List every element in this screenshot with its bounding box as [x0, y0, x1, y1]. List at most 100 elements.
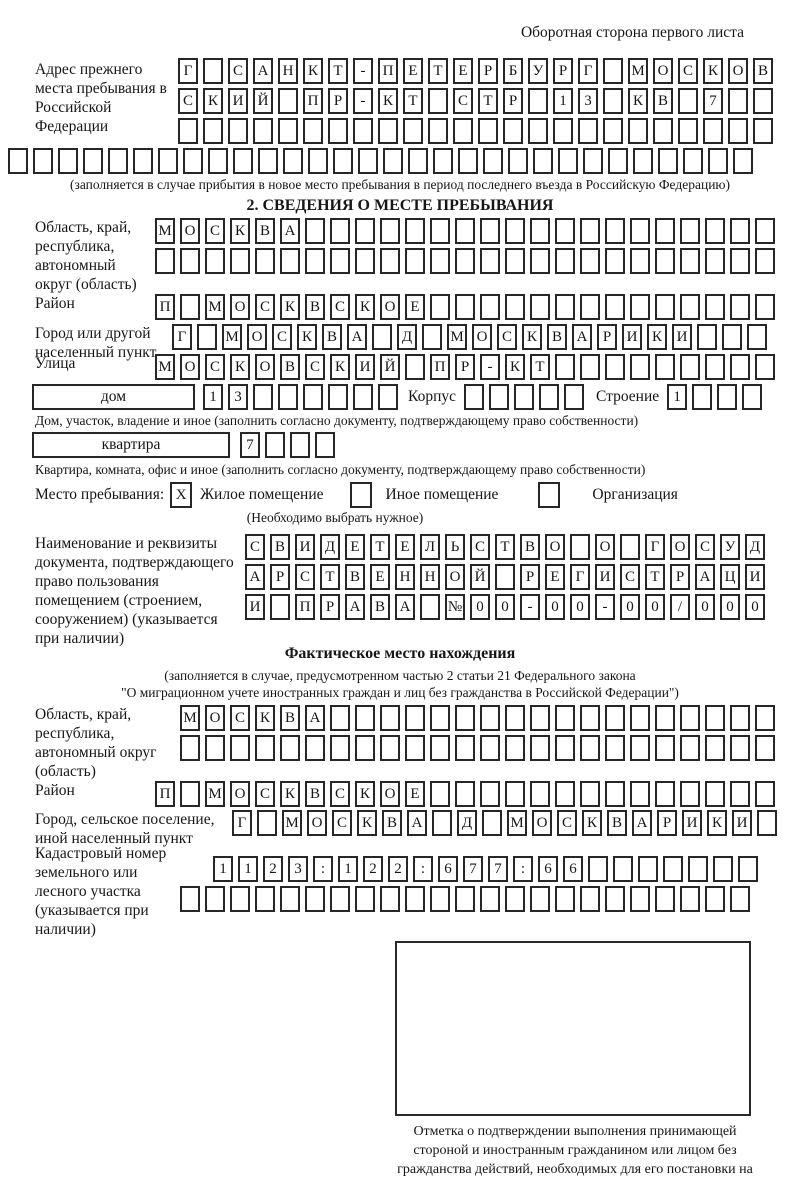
- char-box[interactable]: С: [272, 324, 292, 350]
- char-box[interactable]: [330, 886, 350, 912]
- char-box[interactable]: [257, 810, 277, 836]
- char-box[interactable]: [713, 856, 733, 882]
- char-box[interactable]: Р: [503, 88, 523, 114]
- char-box[interactable]: [455, 294, 475, 320]
- char-box[interactable]: [753, 118, 773, 144]
- char-box[interactable]: [405, 705, 425, 731]
- char-box[interactable]: [605, 705, 625, 731]
- char-box[interactable]: К: [280, 781, 300, 807]
- char-box[interactable]: [330, 705, 350, 731]
- char-box[interactable]: [655, 218, 675, 244]
- char-box[interactable]: Й: [253, 88, 273, 114]
- char-box[interactable]: И: [622, 324, 642, 350]
- char-box[interactable]: У: [720, 534, 740, 560]
- char-box[interactable]: [539, 384, 559, 410]
- char-box[interactable]: [578, 118, 598, 144]
- char-box[interactable]: О: [653, 58, 673, 84]
- char-box[interactable]: [680, 354, 700, 380]
- char-box[interactable]: [405, 248, 425, 274]
- char-box[interactable]: Д: [745, 534, 765, 560]
- char-box[interactable]: [755, 705, 775, 731]
- char-box[interactable]: [555, 248, 575, 274]
- char-box[interactable]: 1: [238, 856, 258, 882]
- char-box[interactable]: 0: [470, 594, 490, 620]
- char-box[interactable]: С: [178, 88, 198, 114]
- char-box[interactable]: Л: [420, 534, 440, 560]
- char-box[interactable]: [422, 324, 442, 350]
- char-box[interactable]: О: [255, 354, 275, 380]
- char-box[interactable]: [420, 594, 440, 620]
- char-box[interactable]: [505, 735, 525, 761]
- char-box[interactable]: [755, 735, 775, 761]
- char-box[interactable]: [580, 886, 600, 912]
- char-box[interactable]: Р: [478, 58, 498, 84]
- char-box[interactable]: [630, 294, 650, 320]
- char-box[interactable]: [330, 248, 350, 274]
- char-box[interactable]: 6: [538, 856, 558, 882]
- char-box[interactable]: [605, 248, 625, 274]
- char-box[interactable]: 0: [645, 594, 665, 620]
- char-box[interactable]: В: [305, 781, 325, 807]
- char-box[interactable]: Т: [530, 354, 550, 380]
- char-box[interactable]: [580, 218, 600, 244]
- char-box[interactable]: Г: [178, 58, 198, 84]
- char-box[interactable]: Г: [232, 810, 252, 836]
- char-box[interactable]: [605, 218, 625, 244]
- char-box[interactable]: [680, 218, 700, 244]
- char-box[interactable]: [730, 354, 750, 380]
- char-box[interactable]: С: [205, 354, 225, 380]
- char-box[interactable]: Е: [370, 564, 390, 590]
- char-box[interactable]: [580, 735, 600, 761]
- char-box[interactable]: [753, 88, 773, 114]
- char-box[interactable]: С: [557, 810, 577, 836]
- char-box[interactable]: С: [330, 294, 350, 320]
- char-box[interactable]: М: [222, 324, 242, 350]
- char-box[interactable]: [433, 148, 453, 174]
- char-box[interactable]: [555, 354, 575, 380]
- char-box[interactable]: [655, 248, 675, 274]
- char-box[interactable]: [430, 705, 450, 731]
- char-box[interactable]: 7: [463, 856, 483, 882]
- char-box[interactable]: 0: [695, 594, 715, 620]
- char-box[interactable]: В: [547, 324, 567, 350]
- char-box[interactable]: [430, 781, 450, 807]
- char-box[interactable]: [205, 886, 225, 912]
- char-box[interactable]: [280, 735, 300, 761]
- char-box[interactable]: [528, 88, 548, 114]
- char-box[interactable]: И: [732, 810, 752, 836]
- char-box[interactable]: 0: [545, 594, 565, 620]
- char-box[interactable]: 7: [240, 432, 260, 458]
- char-box[interactable]: [633, 148, 653, 174]
- char-box[interactable]: В: [653, 88, 673, 114]
- char-box[interactable]: В: [280, 354, 300, 380]
- char-box[interactable]: [405, 218, 425, 244]
- char-box[interactable]: [33, 148, 53, 174]
- char-box[interactable]: [688, 856, 708, 882]
- char-box[interactable]: [730, 248, 750, 274]
- char-box[interactable]: С: [295, 564, 315, 590]
- char-box[interactable]: [603, 58, 623, 84]
- char-box[interactable]: [680, 781, 700, 807]
- char-box[interactable]: [663, 856, 683, 882]
- char-box[interactable]: Р: [670, 564, 690, 590]
- char-box[interactable]: [455, 218, 475, 244]
- char-box[interactable]: [628, 118, 648, 144]
- char-box[interactable]: Г: [578, 58, 598, 84]
- char-box[interactable]: В: [345, 564, 365, 590]
- char-box[interactable]: М: [205, 781, 225, 807]
- char-box[interactable]: [755, 781, 775, 807]
- char-box[interactable]: С: [305, 354, 325, 380]
- char-box[interactable]: [680, 735, 700, 761]
- char-box[interactable]: [353, 384, 373, 410]
- char-box[interactable]: А: [632, 810, 652, 836]
- char-box[interactable]: [230, 248, 250, 274]
- char-box[interactable]: [613, 856, 633, 882]
- char-box[interactable]: В: [305, 294, 325, 320]
- char-box[interactable]: [680, 294, 700, 320]
- char-box[interactable]: [705, 354, 725, 380]
- char-box[interactable]: С: [332, 810, 352, 836]
- char-box[interactable]: [355, 218, 375, 244]
- char-box[interactable]: О: [472, 324, 492, 350]
- char-box[interactable]: [655, 886, 675, 912]
- checkbox-other-premises[interactable]: [349, 482, 372, 508]
